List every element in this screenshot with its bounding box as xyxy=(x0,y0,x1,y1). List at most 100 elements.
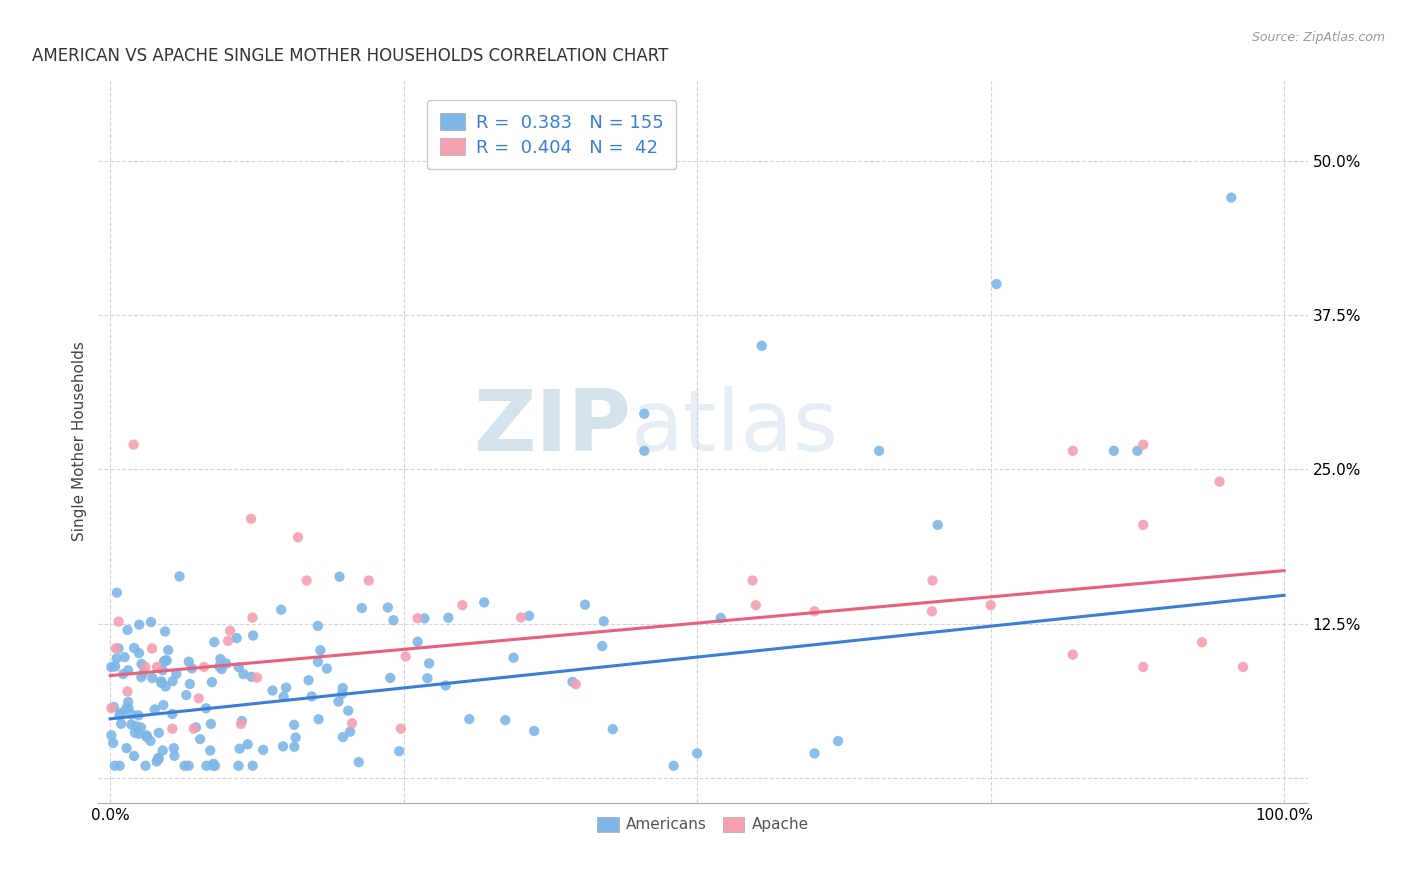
Americans xyxy=(115,741,138,756)
Americans xyxy=(986,277,1008,291)
Americans xyxy=(152,743,174,757)
Americans xyxy=(202,635,225,649)
Americans xyxy=(242,758,264,772)
Legend: Americans, Apache: Americans, Apache xyxy=(591,811,815,838)
Americans xyxy=(195,758,218,772)
Americans xyxy=(330,687,353,701)
Apache xyxy=(100,701,122,715)
Americans xyxy=(117,701,139,715)
Americans xyxy=(121,707,143,722)
Americans xyxy=(262,683,284,698)
Americans xyxy=(284,731,307,745)
Apache xyxy=(104,641,127,656)
Americans xyxy=(332,681,354,695)
Americans xyxy=(458,712,481,726)
Americans xyxy=(517,608,540,623)
Americans xyxy=(270,603,292,617)
Americans xyxy=(416,671,439,685)
Americans xyxy=(108,708,131,723)
Americans xyxy=(228,660,250,674)
Americans xyxy=(347,755,370,769)
Americans xyxy=(141,671,163,685)
Americans xyxy=(132,665,155,679)
Americans xyxy=(131,657,153,671)
Americans xyxy=(868,443,890,458)
Americans xyxy=(139,615,162,629)
Americans xyxy=(155,680,177,694)
Americans xyxy=(110,716,132,731)
Americans xyxy=(162,674,184,689)
Americans xyxy=(380,671,402,685)
Americans xyxy=(110,706,132,720)
Apache xyxy=(921,604,943,618)
Americans xyxy=(114,650,136,665)
Americans xyxy=(101,736,124,750)
Apache xyxy=(246,671,269,685)
Apache xyxy=(229,717,252,731)
Americans xyxy=(128,646,150,660)
Americans xyxy=(163,741,186,756)
Americans xyxy=(165,667,187,681)
Americans xyxy=(574,598,596,612)
Americans xyxy=(633,407,655,421)
Americans xyxy=(927,517,949,532)
Americans xyxy=(155,653,177,667)
Apache xyxy=(357,574,380,588)
Apache xyxy=(193,660,215,674)
Americans xyxy=(152,698,174,712)
Americans xyxy=(686,747,709,761)
Americans xyxy=(751,339,773,353)
Americans xyxy=(225,631,247,645)
Americans xyxy=(523,724,546,739)
Americans xyxy=(377,600,399,615)
Americans xyxy=(104,659,127,673)
Americans xyxy=(297,673,319,688)
Americans xyxy=(337,704,360,718)
Americans xyxy=(332,730,354,744)
Americans xyxy=(177,758,200,772)
Apache xyxy=(242,610,264,624)
Americans xyxy=(152,663,174,677)
Americans xyxy=(188,732,211,747)
Americans xyxy=(240,670,263,684)
Americans xyxy=(283,718,305,732)
Americans xyxy=(418,657,440,671)
Americans xyxy=(128,727,150,741)
Americans xyxy=(179,677,201,691)
Americans xyxy=(105,585,128,599)
Apache xyxy=(217,633,239,648)
Apache xyxy=(921,574,943,588)
Americans xyxy=(131,670,153,684)
Apache xyxy=(451,598,474,612)
Americans xyxy=(204,758,226,772)
Apache xyxy=(117,684,139,698)
Apache xyxy=(1132,437,1154,451)
Apache xyxy=(1132,517,1154,532)
Americans xyxy=(135,728,157,742)
Apache xyxy=(1191,635,1213,649)
Americans xyxy=(128,617,150,632)
Americans xyxy=(148,726,170,740)
Americans xyxy=(803,747,825,761)
Americans xyxy=(273,690,295,704)
Americans xyxy=(236,737,259,751)
Americans xyxy=(494,713,516,727)
Americans xyxy=(252,743,274,757)
Americans xyxy=(129,720,152,734)
Americans xyxy=(112,667,135,681)
Americans xyxy=(307,619,329,633)
Americans xyxy=(143,702,166,716)
Apache xyxy=(295,574,318,588)
Americans xyxy=(157,643,180,657)
Apache xyxy=(1062,443,1084,458)
Americans xyxy=(145,755,167,769)
Americans xyxy=(1126,443,1149,458)
Americans xyxy=(434,678,457,692)
Americans xyxy=(184,720,207,734)
Americans xyxy=(107,641,129,656)
Americans xyxy=(180,661,202,675)
Americans xyxy=(209,652,232,666)
Apache xyxy=(1208,475,1230,489)
Apache xyxy=(395,649,418,664)
Americans xyxy=(125,719,148,733)
